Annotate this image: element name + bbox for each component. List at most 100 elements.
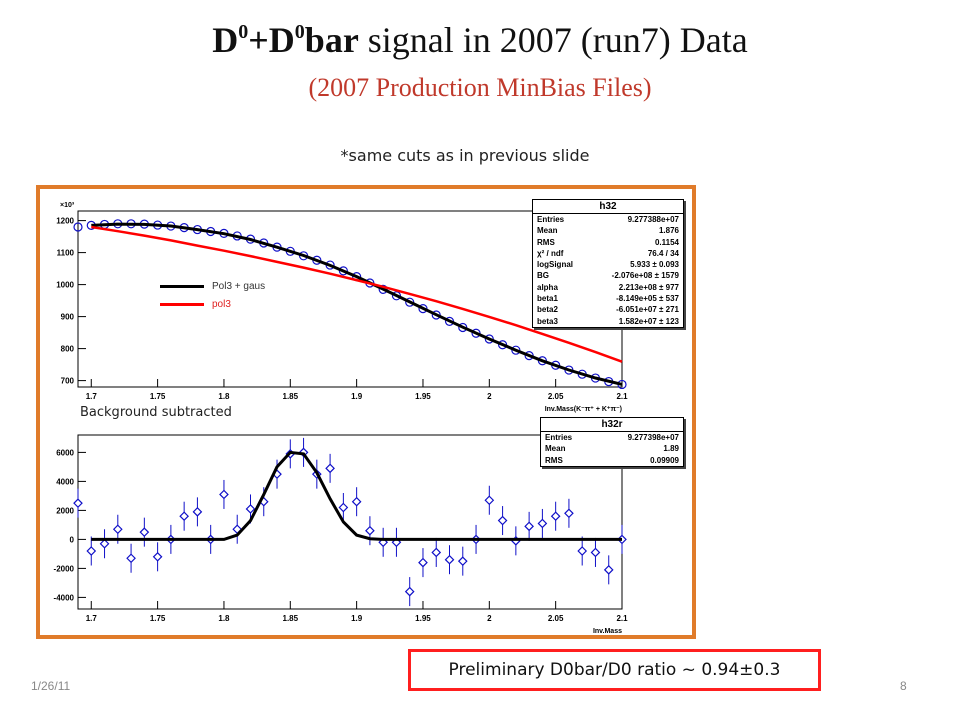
data-point (245, 504, 256, 514)
y-tick-label: 1000 (56, 281, 74, 290)
statbox-top-row: logSignal 5.933 ± 0.093 (533, 259, 683, 270)
statbox-top-key: logSignal (537, 260, 573, 270)
title-rest: signal in 2007 (run7) Data (358, 20, 748, 60)
statbox-bottom-value: 0.09909 (650, 455, 679, 465)
title-d-letter: D (212, 20, 239, 60)
statbox-top-key: beta2 (537, 305, 558, 315)
data-point (99, 538, 110, 549)
y-tick-label: -2000 (54, 564, 75, 573)
y-tick-label: 4000 (56, 477, 74, 486)
statbox-top-row: BG -2.076e+08 ± 1579 (533, 270, 683, 281)
x-tick-label: 1.95 (415, 614, 431, 623)
data-point (351, 496, 362, 507)
y-tick-label: -4000 (54, 593, 75, 602)
legend-total-label: Pol3 + gaus (212, 280, 266, 292)
statbox-top-row: beta2 -6.051e+07 ± 271 (533, 304, 683, 315)
y-tick-label: 700 (61, 377, 75, 386)
slide-page-number: 8 (900, 679, 907, 693)
data-point (73, 498, 83, 508)
x-tick-label: 1.9 (351, 614, 363, 623)
legend-bg-line (160, 302, 204, 306)
x-axis-label: Inv.Mass(K⁻π⁺ + K⁺π⁻) (545, 406, 622, 413)
data-point (139, 527, 150, 537)
x-tick-label: 1.85 (283, 614, 299, 623)
x-tick-label: 1.7 (86, 614, 98, 623)
statbox-top-value: 1.582e+07 ± 123 (618, 316, 679, 326)
slide-date: 1/26/11 (31, 679, 71, 693)
y-tick-label: 6000 (56, 448, 74, 457)
statbox-top-key: Mean (537, 226, 558, 236)
x-tick-label: 1.75 (150, 614, 166, 623)
x-tick-label: 2 (487, 614, 492, 623)
statbox-bottom-row: Mean 1.89 (541, 443, 683, 454)
x-tick-label: 1.85 (283, 392, 299, 401)
data-point (524, 521, 534, 532)
statbox-top-key: beta1 (537, 294, 558, 304)
statbox-bottom-row: Entries 9.277398e+07 (541, 432, 683, 443)
data-point (73, 222, 83, 232)
statbox-top-row: χ² / ndf 76.4 / 34 (533, 248, 683, 259)
statbox-top-row: beta1 -8.149e+05 ± 537 (533, 293, 683, 304)
statbox-top-row: RMS 0.1154 (533, 237, 683, 248)
y-tick-label: 0 (70, 535, 75, 544)
data-point (219, 489, 229, 500)
title-superscript-2: 0 (294, 21, 305, 43)
data-point (484, 495, 495, 506)
x-tick-label: 2.1 (616, 614, 628, 623)
statbox-bottom-value: 9.277398e+07 (627, 433, 679, 442)
cuts-note: *same cuts as in previous slide (340, 146, 590, 165)
data-point (431, 547, 442, 558)
y-tick-label: 1100 (57, 249, 75, 258)
statbox-top-key: beta3 (537, 316, 558, 326)
statbox-bottom-key: RMS (545, 455, 563, 465)
data-point (457, 556, 468, 566)
statbox-bottom-key: Entries (545, 433, 573, 442)
x-tick-label: 1.9 (351, 392, 363, 401)
title-bar: bar (304, 20, 359, 60)
data-point (590, 547, 601, 558)
data-point (404, 586, 415, 597)
statbox-top-name: h32 (533, 200, 683, 214)
x-tick-label: 2 (487, 392, 492, 401)
statbox-top: h32 Entries 9.277388e+07 Mean 1.876 RMS 0.115… (532, 199, 684, 328)
statbox-top-value: -2.076e+08 ± 1579 (611, 271, 679, 281)
y-tick-label: 1200 (56, 217, 74, 226)
statbox-top-key: alpha (537, 282, 558, 292)
x-tick-label: 1.8 (218, 614, 230, 623)
data-point (86, 546, 97, 556)
data-point (564, 508, 574, 519)
statbox-top-value: -8.149e+05 ± 537 (616, 294, 679, 304)
y-tick-label: 2000 (56, 506, 74, 515)
statbox-top-value: 0.1154 (654, 237, 679, 247)
data-point (112, 524, 123, 535)
statbox-top-row: Entries 9.277388e+07 (533, 214, 683, 225)
plot-area-1 (77, 434, 623, 610)
data-point (444, 554, 455, 565)
statbox-bottom-value: 1.89 (663, 444, 679, 454)
ratio-text: Preliminary D0bar/D0 ratio ~ 0.94±0.3 (448, 660, 781, 680)
data-point (365, 525, 375, 536)
fit-line-pol3-gaus (91, 222, 623, 386)
x-tick-label: 1.8 (218, 392, 230, 401)
title-d0: D0+D0bar (212, 20, 359, 60)
data-point (603, 565, 614, 575)
title-plus-d: +D (248, 20, 295, 60)
x-axis-label: Inv.Mass (593, 628, 622, 635)
statbox-bottom-row: RMS 0.09909 (541, 455, 683, 466)
statbox-bottom-key: Mean (545, 444, 566, 454)
x-tick-label: 1.95 (415, 392, 431, 401)
statbox-top-value: 2.213e+08 ± 977 (618, 282, 679, 292)
legend-total: Pol3 + gaus (160, 279, 265, 293)
statbox-top-key: χ² / ndf (537, 248, 564, 258)
title-superscript-1: 0 (238, 21, 249, 43)
x-tick-label: 2.1 (616, 392, 628, 401)
y-multiplier-label: ×10³ (60, 202, 75, 209)
data-point (577, 546, 588, 556)
data-point (550, 511, 561, 522)
data-point (484, 334, 494, 344)
statbox-top-row: beta3 1.582e+07 ± 123 (533, 316, 683, 327)
statbox-bottom-name: h32r (541, 418, 683, 432)
fit-legend: Pol3 + gaus pol3 (160, 279, 265, 311)
data-point (497, 515, 508, 526)
data-point (192, 507, 203, 517)
